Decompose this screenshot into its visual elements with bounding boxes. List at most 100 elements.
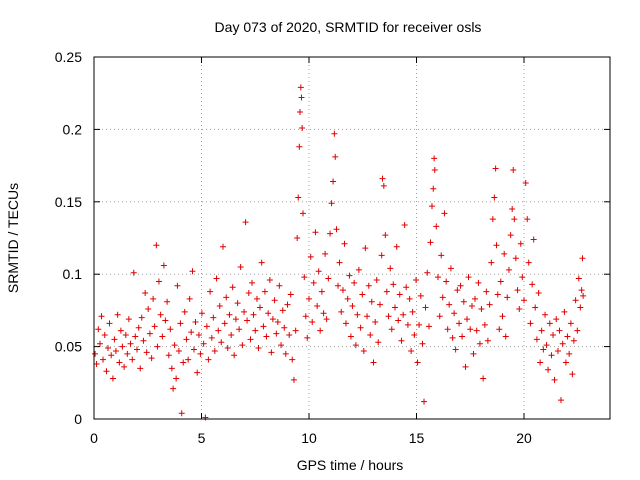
data-point [537,359,544,366]
data-point [569,371,576,378]
data-point [491,194,498,201]
data-point [379,175,386,182]
data-point [431,166,438,173]
data-point [413,276,420,283]
data-point [553,316,560,323]
data-point [483,288,490,295]
data-point [335,282,342,289]
data-point [104,345,111,352]
data-point [529,281,536,288]
data-point [577,304,584,311]
data-point [349,303,356,310]
data-point [151,323,158,330]
data-point [154,343,161,350]
data-point [281,324,288,331]
data-point [198,310,205,317]
y-tick-label: 0.25 [55,49,82,65]
data-point [527,320,534,327]
data-point [289,356,296,363]
data-point [265,310,272,317]
data-point [103,368,110,375]
data-point [279,307,286,314]
data-point [253,295,260,302]
data-point [239,342,246,349]
data-point [430,185,437,192]
data-point [545,366,552,373]
data-point [93,360,100,367]
data-point [333,226,340,233]
data-point [521,297,527,304]
data-point [106,320,113,327]
data-point [378,252,385,259]
data-point [255,345,262,352]
data-point [471,295,478,302]
data-point [355,266,362,273]
data-point [197,350,204,357]
data-point [401,221,408,228]
data-point [566,350,573,357]
data-point [215,327,222,334]
data-point [121,363,128,370]
data-point [561,308,568,315]
y-axis-label: SRMTID / TECUs [5,183,21,293]
y-axis-ticks: 0 0.05 0.1 0.15 0.2 0.25 [55,49,610,427]
data-point [476,340,483,347]
data-point [226,311,233,318]
data-point [108,352,115,359]
data-point [376,301,383,308]
data-point [242,219,249,226]
data-point [546,320,553,327]
data-point [572,297,579,304]
data-point [314,303,321,310]
data-point [207,288,214,295]
data-point [315,268,322,275]
data-point [398,337,405,344]
data-point [119,343,126,350]
data-point [165,352,172,359]
data-point [478,305,485,312]
data-point [111,336,118,343]
data-point [322,250,329,257]
data-point [330,178,337,185]
data-point [92,350,99,357]
data-point [245,290,252,297]
data-point [400,311,407,318]
data-point [456,320,463,327]
data-point [511,216,518,223]
data-point [244,317,251,324]
data-point [132,333,139,340]
data-point [150,295,157,302]
data-point [157,311,164,318]
data-point [109,375,116,382]
data-point [159,333,166,340]
data-point [208,334,215,341]
data-point [516,305,523,312]
data-point [488,259,495,266]
data-point [408,347,415,354]
data-point [454,287,461,294]
data-point [382,232,389,239]
data-point [499,313,506,320]
data-point [296,109,303,116]
data-point [443,278,450,285]
data-point [493,242,500,249]
data-point [435,274,441,281]
data-point [551,376,558,383]
data-point [170,385,177,392]
data-point [383,288,390,295]
data-point [535,290,542,297]
data-point [419,340,426,347]
data-point [155,278,162,285]
data-point [373,276,380,283]
data-point [224,345,231,352]
data-points [92,84,587,421]
data-point [304,334,311,341]
data-point [393,243,400,250]
data-point [278,342,285,349]
data-point [417,292,424,299]
data-point [359,291,366,298]
data-point [494,291,501,298]
data-point [338,308,345,315]
data-point [292,327,299,334]
data-point [438,252,445,259]
